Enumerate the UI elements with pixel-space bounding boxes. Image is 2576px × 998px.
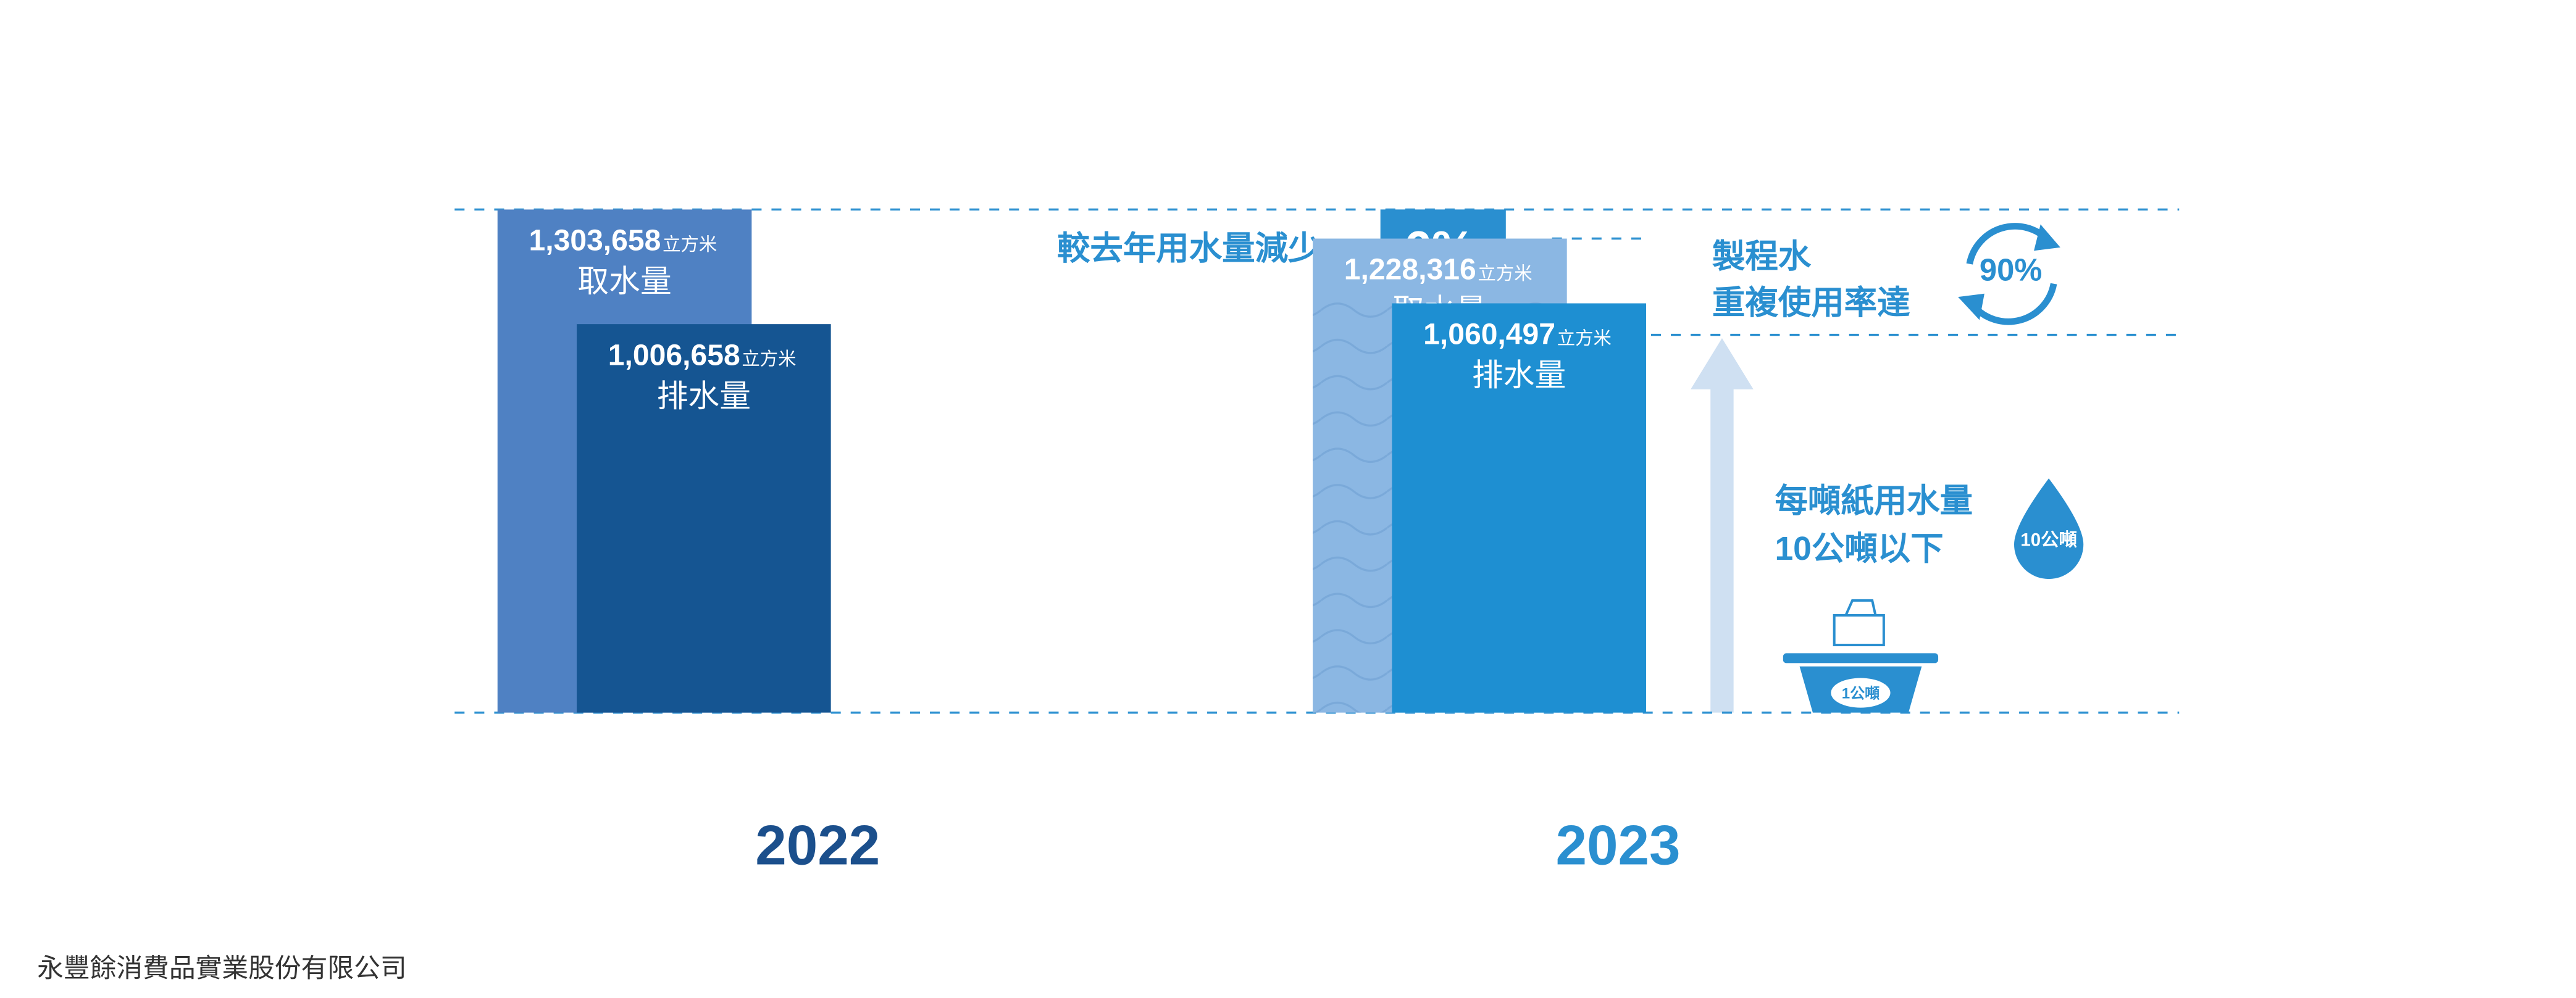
value-label: 1,303,658 xyxy=(529,224,661,257)
drop-label: 10公噸 xyxy=(2020,530,2076,550)
reuse-value: 90% xyxy=(1980,252,2043,287)
tissue xyxy=(1844,599,1877,616)
series-name: 取水量 xyxy=(577,264,671,299)
value-label: 1,228,316 xyxy=(1344,253,1476,286)
unit-label: 立方米 xyxy=(663,235,717,255)
category-label: 2023 xyxy=(1555,814,1680,876)
cycle-head xyxy=(2034,224,2060,251)
reuse-line1: 製程水 xyxy=(1712,239,1812,275)
reuse-line2: 重複使用率達 xyxy=(1712,285,1910,322)
footer: 永豐餘消費品實業股份有限公司 xyxy=(37,954,406,983)
unit-label: 立方米 xyxy=(742,349,796,370)
value-label: 1,006,658 xyxy=(608,338,740,372)
drop-icon xyxy=(2014,478,2084,580)
paper-line2: 10公噸以下 xyxy=(1775,531,1943,567)
scale-dial xyxy=(1831,678,1891,708)
reduction-text: 較去年用水量減少 xyxy=(1057,230,1321,267)
bar xyxy=(1392,303,1646,713)
cycle-head xyxy=(1958,293,1984,320)
scale-plate xyxy=(1783,653,1939,663)
series-name: 排水量 xyxy=(1472,357,1566,393)
paper-line1: 每噸紙用水量 xyxy=(1775,483,1973,519)
series-name: 排水量 xyxy=(657,378,751,414)
tissue-box xyxy=(1833,613,1885,647)
unit-label: 立方米 xyxy=(1478,264,1532,284)
value-label: 1,060,497 xyxy=(1423,318,1555,351)
up-arrow xyxy=(1691,338,1754,713)
cycle-icon xyxy=(1966,223,2057,325)
bar xyxy=(577,324,831,713)
unit-label: 立方米 xyxy=(1557,328,1612,349)
scale-label: 1公噸 xyxy=(1842,686,1880,702)
category-label: 2022 xyxy=(755,814,880,876)
